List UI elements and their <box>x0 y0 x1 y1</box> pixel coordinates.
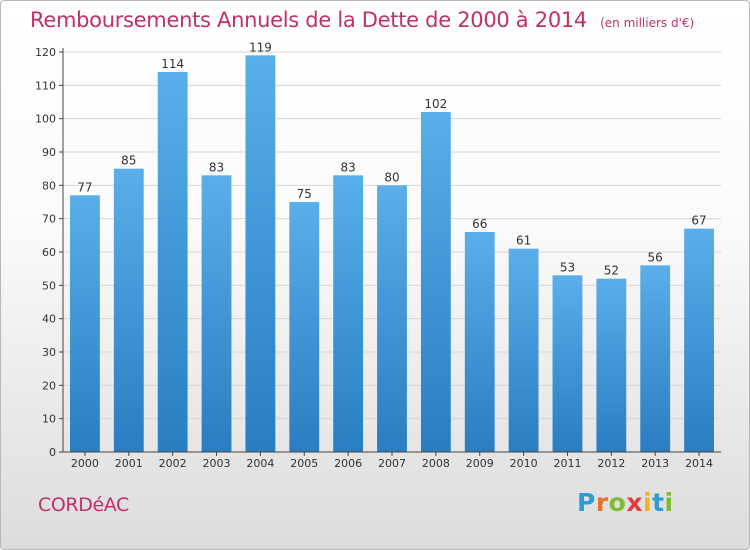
bar-2011 <box>552 275 583 452</box>
bar-2014 <box>684 228 714 452</box>
commune-name: CORDéAC <box>38 494 129 516</box>
x-tick-label: 2003 <box>203 457 231 470</box>
x-tick-label: 2007 <box>378 457 406 470</box>
y-tick-label: 110 <box>35 79 56 92</box>
y-axis-ticks: 0 10 20 30 40 50 60 70 80 90 100 110 120 <box>35 46 63 459</box>
bar-2009 <box>464 232 495 452</box>
data-label: 80 <box>384 170 399 184</box>
title-row: Remboursements Annuels de la Dette de 20… <box>30 8 694 32</box>
data-label: 53 <box>560 260 575 274</box>
bar-2006 <box>333 175 364 453</box>
y-tick-label: 100 <box>35 113 56 126</box>
x-tick-label: 2006 <box>334 457 362 470</box>
data-label: 61 <box>516 234 531 248</box>
logo-letter: i <box>643 488 653 517</box>
y-tick-label: 0 <box>49 446 56 459</box>
chart-unit: (en milliers d'€) <box>600 16 695 30</box>
bar-2001 <box>113 168 144 452</box>
y-tick-label: 10 <box>42 413 56 426</box>
data-label: 83 <box>209 160 224 174</box>
x-tick-label: 2001 <box>115 457 143 470</box>
data-label: 75 <box>297 187 312 201</box>
x-tick-label: 2008 <box>422 457 450 470</box>
x-tick-label: 2010 <box>510 457 538 470</box>
proxiti-logo: Proxiti <box>577 488 674 517</box>
y-tick-label: 120 <box>35 46 56 59</box>
bar-2002 <box>157 72 188 452</box>
bar-2004 <box>245 55 276 452</box>
data-label: 66 <box>472 217 487 231</box>
logo-letter: P <box>577 488 596 517</box>
bar-2010 <box>508 248 539 452</box>
bar-2013 <box>640 265 671 452</box>
y-tick-label: 30 <box>42 346 56 359</box>
bar-2008 <box>420 112 451 452</box>
data-label: 83 <box>340 160 355 174</box>
x-tick-label: 2014 <box>685 457 713 470</box>
x-tick-label: 2012 <box>597 457 625 470</box>
logo-letter: o <box>608 488 627 517</box>
y-tick-label: 80 <box>42 179 56 192</box>
bar-2003 <box>201 175 232 453</box>
x-tick-label: 2004 <box>246 457 274 470</box>
bars: 77 85 114 83 119 75 83 80 102 66 61 53 52 56 67 <box>70 40 714 453</box>
data-label: 67 <box>691 214 706 228</box>
x-tick-label: 2002 <box>159 457 187 470</box>
y-tick-label: 40 <box>42 313 56 326</box>
data-label: 77 <box>77 180 92 194</box>
bar-2005 <box>289 202 320 452</box>
y-tick-label: 90 <box>42 146 56 159</box>
x-axis-ticks: 2000 2001 2002 2003 2004 2005 2006 2007 2008 2009… <box>71 452 713 470</box>
x-tick-label: 2013 <box>641 457 669 470</box>
bar-2007 <box>377 185 407 453</box>
x-tick-label: 2009 <box>466 457 494 470</box>
data-label: 56 <box>648 250 663 264</box>
logo-letter: r <box>595 488 609 517</box>
chart-title: Remboursements Annuels de la Dette de 20… <box>30 8 587 32</box>
y-tick-label: 70 <box>42 213 56 226</box>
x-tick-label: 2005 <box>290 457 318 470</box>
data-label: 114 <box>161 57 184 71</box>
x-tick-label: 2000 <box>71 457 99 470</box>
data-label: 85 <box>121 154 136 168</box>
y-tick-label: 60 <box>42 246 56 259</box>
data-label: 102 <box>424 97 447 111</box>
logo-letter: x <box>626 488 643 517</box>
data-label: 119 <box>249 40 272 54</box>
logo-letter: i <box>664 488 674 517</box>
bar-2012 <box>596 278 627 452</box>
data-label: 52 <box>604 264 619 278</box>
logo-letter: t <box>652 488 665 517</box>
bar-2000 <box>70 195 100 453</box>
y-tick-label: 20 <box>42 379 56 392</box>
y-tick-label: 50 <box>42 279 56 292</box>
x-tick-label: 2011 <box>553 457 581 470</box>
